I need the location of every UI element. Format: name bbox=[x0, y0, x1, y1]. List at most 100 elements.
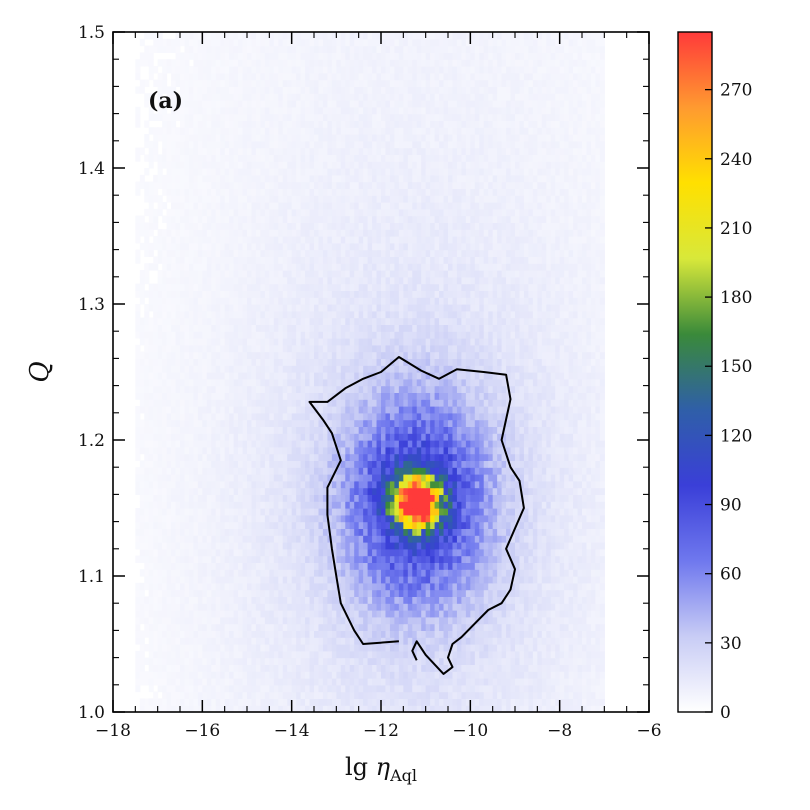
heatmap-cell bbox=[537, 589, 543, 597]
heatmap-cell bbox=[202, 535, 208, 543]
heatmap-cell bbox=[363, 487, 369, 495]
heatmap-cell bbox=[443, 474, 449, 482]
heatmap-cell bbox=[202, 514, 208, 523]
heatmap-cell bbox=[407, 535, 413, 543]
heatmap-cell bbox=[577, 453, 583, 461]
heatmap-cell bbox=[385, 528, 391, 536]
heatmap-cell bbox=[193, 460, 199, 468]
heatmap-cell bbox=[273, 453, 279, 461]
heatmap-cell bbox=[336, 548, 342, 557]
heatmap-cell bbox=[430, 514, 436, 523]
heatmap-cell bbox=[595, 623, 601, 631]
heatmap-cell bbox=[541, 705, 547, 713]
heatmap-cell bbox=[416, 664, 422, 672]
heatmap-cell bbox=[456, 691, 462, 699]
heatmap-cell bbox=[573, 426, 579, 434]
heatmap-cell bbox=[389, 474, 395, 482]
heatmap-cell bbox=[157, 630, 163, 638]
heatmap-cell bbox=[255, 616, 261, 625]
heatmap-cell bbox=[452, 494, 458, 502]
heatmap-cell bbox=[412, 440, 418, 448]
heatmap-cell bbox=[282, 610, 288, 618]
heatmap-cell bbox=[340, 480, 346, 489]
heatmap-cell bbox=[135, 392, 141, 400]
heatmap-cell bbox=[135, 684, 141, 693]
heatmap-cell bbox=[175, 453, 181, 461]
heatmap-cell bbox=[528, 474, 534, 482]
heatmap-cell bbox=[452, 582, 458, 591]
heatmap-cell bbox=[287, 589, 293, 597]
heatmap-cell bbox=[389, 392, 395, 400]
heatmap-cell bbox=[318, 657, 324, 665]
heatmap-cell bbox=[456, 480, 462, 489]
heatmap-cell bbox=[139, 664, 145, 672]
heatmap-cell bbox=[430, 555, 436, 563]
heatmap-cell bbox=[367, 698, 373, 706]
heatmap-cell bbox=[162, 555, 168, 563]
heatmap-cell bbox=[175, 406, 181, 414]
heatmap-cell bbox=[528, 535, 534, 543]
heatmap-cell bbox=[398, 392, 404, 400]
heatmap-cell bbox=[430, 474, 436, 482]
heatmap-cell bbox=[171, 440, 177, 448]
heatmap-cell bbox=[211, 392, 217, 400]
heatmap-cell bbox=[291, 705, 297, 713]
heatmap-cell bbox=[220, 392, 226, 400]
heatmap-cell bbox=[564, 440, 570, 448]
heatmap-cell bbox=[264, 494, 270, 502]
heatmap-cell bbox=[166, 657, 172, 665]
heatmap-cell bbox=[381, 426, 387, 434]
heatmap-cell bbox=[452, 542, 458, 550]
heatmap-cell bbox=[224, 474, 230, 482]
heatmap-cell bbox=[188, 514, 194, 523]
heatmap-cell bbox=[483, 426, 489, 434]
heatmap-cell bbox=[582, 569, 588, 577]
heatmap-cell bbox=[577, 467, 583, 475]
heatmap-cell bbox=[510, 480, 516, 489]
heatmap-cell bbox=[340, 412, 346, 421]
heatmap-cell bbox=[573, 433, 579, 441]
heatmap-cell bbox=[448, 426, 454, 434]
heatmap-cell bbox=[322, 521, 328, 529]
heatmap-cell bbox=[135, 637, 141, 645]
heatmap-cell bbox=[407, 657, 413, 665]
heatmap-cell bbox=[376, 419, 382, 427]
heatmap-cell bbox=[166, 508, 172, 516]
heatmap-cell bbox=[559, 630, 565, 638]
heatmap-cell bbox=[430, 610, 436, 618]
heatmap-cell bbox=[470, 569, 476, 577]
heatmap-cell bbox=[421, 644, 427, 652]
heatmap-cell bbox=[148, 494, 154, 502]
heatmap-cell bbox=[372, 691, 378, 699]
heatmap-cell bbox=[528, 691, 534, 699]
heatmap-cell bbox=[242, 392, 248, 400]
heatmap-cell bbox=[461, 412, 467, 421]
heatmap-cell bbox=[162, 671, 168, 679]
heatmap-cell bbox=[314, 610, 320, 618]
heatmap-cell bbox=[519, 440, 525, 448]
heatmap-cell bbox=[483, 412, 489, 421]
heatmap-cell bbox=[247, 562, 253, 570]
heatmap-cell bbox=[421, 467, 427, 475]
heatmap-cell bbox=[412, 453, 418, 461]
heatmap-cell bbox=[483, 406, 489, 414]
heatmap-cell bbox=[305, 603, 311, 611]
heatmap-cell bbox=[501, 610, 507, 618]
heatmap-cell bbox=[586, 487, 592, 495]
heatmap-cell bbox=[434, 392, 440, 400]
heatmap-cell bbox=[479, 589, 485, 597]
heatmap-cell bbox=[162, 474, 168, 482]
heatmap-cell bbox=[229, 446, 235, 455]
heatmap-cell bbox=[595, 657, 601, 665]
heatmap-cell bbox=[479, 569, 485, 577]
heatmap-cell bbox=[220, 460, 226, 468]
heatmap-cell bbox=[519, 528, 525, 536]
heatmap-cell bbox=[439, 555, 445, 563]
heatmap-cell bbox=[385, 501, 391, 509]
heatmap-cell bbox=[211, 419, 217, 427]
heatmap-cell bbox=[474, 623, 480, 631]
heatmap-cell bbox=[354, 664, 360, 672]
heatmap-cell bbox=[229, 562, 235, 570]
heatmap-cell bbox=[180, 487, 186, 495]
heatmap-cell bbox=[175, 644, 181, 652]
